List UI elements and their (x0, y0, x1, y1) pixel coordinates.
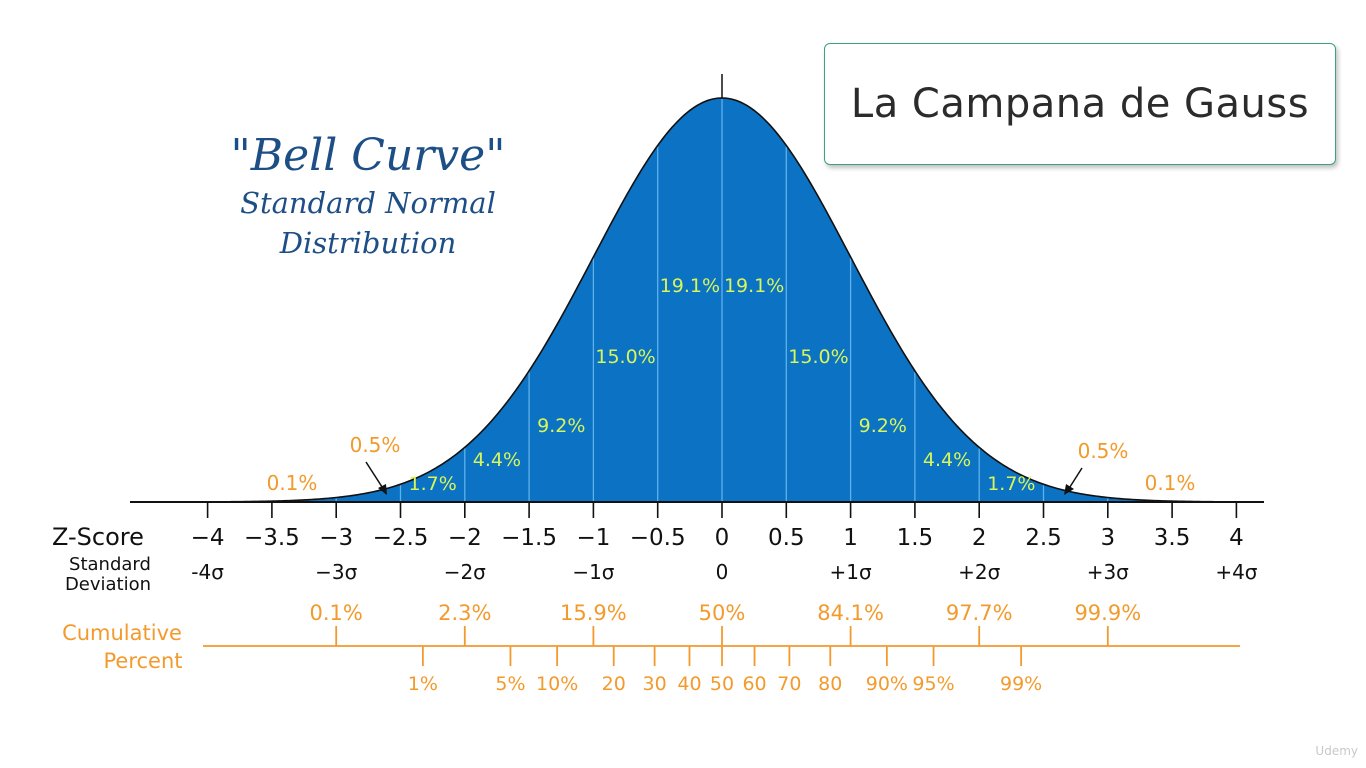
sd-tick-label: −3σ (315, 560, 357, 584)
zscore-tick-label: 2 (972, 525, 987, 551)
section-label: 4.4% (923, 449, 971, 471)
section-label: 19.1% (660, 275, 720, 297)
chart-title: "Bell Curve" (231, 130, 506, 181)
section-label: 9.2% (537, 415, 585, 437)
sd-tick-label: +3σ (1087, 560, 1129, 584)
sd-tick-label: 0 (716, 560, 729, 584)
cumulative-minor-label: 95% (912, 673, 954, 695)
cumulative-axis-label-line-1: Cumulative (62, 621, 182, 645)
section-label: 1.7% (987, 473, 1035, 495)
cumulative-axis-label-line-2: Percent (103, 649, 182, 673)
cumulative-major-label: 50% (699, 601, 746, 625)
cumulative-major-label: 2.3% (438, 601, 491, 625)
sd-axis-label-line-2: Deviation (65, 574, 151, 595)
zscore-tick-label: 2.5 (1025, 525, 1062, 551)
cumulative-minor-label: 10% (536, 673, 578, 695)
zscore-tick-label: −2 (448, 525, 482, 551)
cumulative-major-label: 84.1% (817, 601, 884, 625)
zscore-tick-label: −1 (576, 525, 610, 551)
sd-axis-label-line-1: Standard (69, 554, 151, 575)
zscore-tick-label: 1.5 (897, 525, 934, 551)
tail-label: 0.1% (1145, 471, 1196, 495)
cumulative-minor-label: 90% (866, 673, 908, 695)
sd-tick-label: +1σ (830, 560, 872, 584)
tail-label: 0.5% (1078, 439, 1129, 463)
zscore-tick-label: −0.5 (630, 525, 686, 551)
section-label: 15.0% (788, 346, 848, 368)
zscore-tick-label: 3 (1100, 525, 1115, 551)
section-label: 4.4% (473, 449, 521, 471)
tail-arrowhead-left (378, 484, 387, 495)
slide-title: La Campana de Gauss (850, 81, 1310, 127)
watermark-logo: Udemy (1315, 744, 1358, 758)
tail-label: 0.5% (350, 433, 401, 457)
chart-subtitle-line-2: Distribution (279, 226, 457, 260)
cumulative-minor-label: 5% (495, 673, 525, 695)
cumulative-minor-label: 99% (1000, 673, 1042, 695)
chart-subtitle-line-1: Standard Normal (240, 186, 496, 220)
cumulative-minor-label: 30 (643, 673, 667, 695)
tail-label: 0.1% (267, 471, 318, 495)
zscore-tick-label: −1.5 (501, 525, 557, 551)
tail-arrow-right (1067, 467, 1083, 491)
zscore-tick-label: 3.5 (1154, 525, 1191, 551)
cumulative-minor-label: 1% (408, 673, 438, 695)
zscore-tick-label: 4 (1229, 525, 1244, 551)
cumulative-major-label: 15.9% (560, 601, 627, 625)
sd-tick-label: +2σ (958, 560, 1000, 584)
section-label: 15.0% (595, 346, 655, 368)
cumulative-minor-label: 20 (602, 673, 626, 695)
cumulative-minor-label: 80 (818, 673, 842, 695)
section-label: 19.1% (724, 275, 784, 297)
cumulative-major-label: 97.7% (946, 601, 1013, 625)
cumulative-major-label: 99.9% (1074, 601, 1141, 625)
sd-tick-label: -4σ (191, 560, 224, 584)
cumulative-minor-label: 40 (677, 673, 701, 695)
zscore-tick-label: −3 (319, 525, 353, 551)
cumulative-minor-label: 60 (742, 673, 766, 695)
sd-tick-label: +4σ (1215, 560, 1257, 584)
tail-arrow-left (365, 461, 385, 491)
zscore-tick-label: −4 (191, 525, 225, 551)
zscore-tick-label: 0 (715, 525, 730, 551)
slide-title-box: La Campana de Gauss (824, 43, 1336, 165)
cumulative-minor-label: 70 (777, 673, 801, 695)
section-label: 1.7% (409, 473, 457, 495)
zscore-tick-label: 0.5 (768, 525, 805, 551)
zscore-tick-label: 1 (843, 525, 858, 551)
zscore-tick-label: −3.5 (244, 525, 300, 551)
sd-tick-label: −2σ (444, 560, 486, 584)
sd-tick-label: −1σ (572, 560, 614, 584)
bell-curve-area (149, 98, 1263, 503)
section-label: 9.2% (859, 415, 907, 437)
bell-curve-line (149, 97, 1261, 503)
tail-arrowhead-right (1064, 484, 1074, 495)
zscore-axis-label: Z-Score (52, 523, 144, 551)
cumulative-minor-label: 50 (710, 673, 734, 695)
zscore-tick-label: −2.5 (373, 525, 429, 551)
cumulative-major-label: 0.1% (310, 601, 363, 625)
